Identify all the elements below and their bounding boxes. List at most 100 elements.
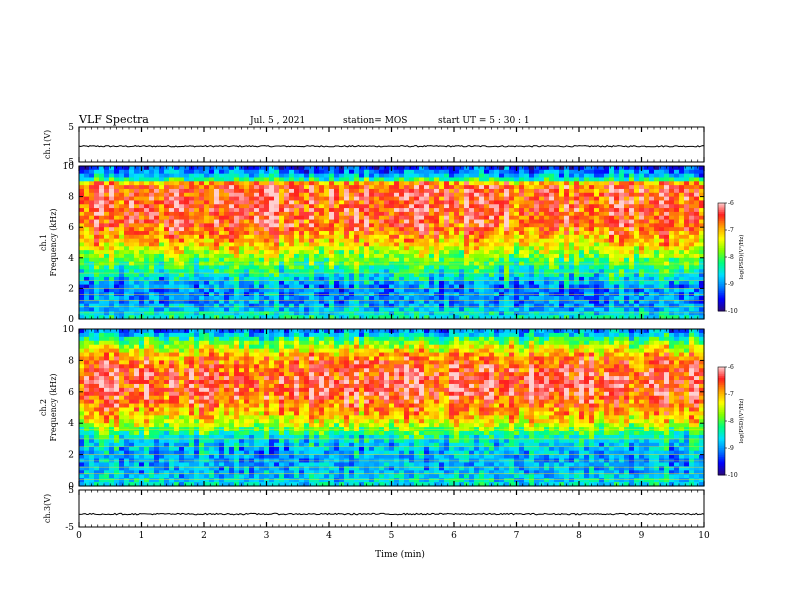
heatmap-cell — [169, 196, 175, 202]
heatmap-cell — [129, 223, 135, 228]
heatmap-cell — [304, 196, 310, 202]
heatmap-cell — [184, 296, 190, 301]
heatmap-cell — [304, 250, 310, 255]
heatmap-cell — [129, 288, 135, 293]
heatmap-cell — [174, 169, 180, 175]
heatmap-cell — [499, 185, 505, 190]
heatmap-cell — [399, 211, 405, 217]
heatmap-cell — [659, 311, 665, 316]
heatmap-cell — [134, 276, 140, 282]
heatmap-cell — [389, 273, 395, 278]
heatmap-cell — [419, 200, 425, 205]
heatmap-cell — [444, 200, 450, 205]
heatmap-cell — [394, 296, 400, 301]
heatmap-cell — [244, 192, 250, 198]
heatmap-cell — [84, 200, 90, 205]
heatmap-cell — [134, 269, 140, 274]
heatmap-cell — [354, 169, 360, 175]
heatmap-cell — [119, 200, 125, 205]
heatmap-cell — [589, 307, 595, 312]
heatmap-cell — [254, 234, 260, 240]
heatmap-cell — [599, 219, 605, 224]
heatmap-cell — [134, 173, 140, 179]
heatmap-cell — [169, 246, 175, 251]
heatmap-cell — [544, 200, 550, 205]
heatmap-cell — [534, 296, 540, 301]
heatmap-cell — [159, 227, 165, 232]
heatmap-cell — [514, 246, 520, 251]
heatmap-cell — [174, 284, 180, 289]
heatmap-cell — [124, 253, 130, 259]
heatmap-cell — [339, 227, 345, 232]
heatmap-cell — [614, 273, 620, 278]
heatmap-cell — [329, 192, 335, 198]
heatmap-cell — [649, 215, 655, 221]
heatmap-cell — [624, 227, 630, 232]
heatmap-cell — [219, 246, 225, 251]
heatmap-cell — [614, 185, 620, 190]
heatmap-cell — [119, 204, 125, 209]
heatmap-cell — [189, 257, 195, 263]
heatmap-cell — [204, 196, 210, 202]
heatmap-cell — [229, 276, 235, 282]
heatmap-cell — [134, 265, 140, 270]
heatmap-cell — [264, 208, 270, 213]
heatmap-cell — [374, 185, 380, 190]
heatmap-cell — [84, 257, 90, 263]
heatmap-cell — [229, 200, 235, 205]
heatmap-cell — [229, 253, 235, 259]
heatmap-cell — [544, 196, 550, 202]
heatmap-cell — [414, 177, 420, 182]
heatmap-cell — [499, 273, 505, 278]
heatmap-cell — [304, 311, 310, 316]
heatmap-cell — [349, 200, 355, 205]
heatmap-cell — [664, 181, 670, 186]
heatmap-cell — [369, 269, 375, 274]
heatmap-cell — [214, 269, 220, 274]
heatmap-cell — [534, 219, 540, 224]
heatmap-cell — [259, 208, 265, 213]
heatmap-cell — [579, 276, 585, 282]
heatmap-cell — [309, 223, 315, 228]
heatmap-cell — [569, 196, 575, 202]
heatmap-cell — [94, 177, 100, 182]
heatmap-cell — [564, 242, 570, 247]
heatmap-cell — [174, 185, 180, 190]
heatmap-cell — [384, 223, 390, 228]
heatmap-cell — [464, 215, 470, 221]
heatmap-cell — [609, 192, 615, 198]
heatmap-cell — [394, 181, 400, 186]
heatmap-cell — [444, 173, 450, 179]
heatmap-cell — [294, 315, 300, 320]
heatmap-cell — [644, 280, 650, 286]
heatmap-cell — [119, 253, 125, 259]
heatmap-cell — [469, 246, 475, 251]
heatmap-cell — [509, 269, 515, 274]
heatmap-cell — [429, 192, 435, 198]
heatmap-cell — [474, 181, 480, 186]
heatmap-cell — [534, 299, 540, 305]
heatmap-cell — [509, 192, 515, 198]
heatmap-cell — [469, 315, 475, 320]
heatmap-cell — [344, 296, 350, 301]
heatmap-cell — [549, 246, 555, 251]
heatmap-cell — [309, 253, 315, 259]
heatmap-cell — [519, 311, 525, 316]
heatmap-cell — [199, 181, 205, 186]
heatmap-cell — [424, 181, 430, 186]
heatmap-cell — [469, 196, 475, 202]
heatmap-cell — [474, 276, 480, 282]
heatmap-cell — [409, 257, 415, 263]
heatmap-cell — [554, 315, 560, 320]
heatmap-cell — [244, 238, 250, 244]
heatmap-cell — [474, 215, 480, 221]
heatmap-cell — [554, 219, 560, 224]
heatmap-cell — [549, 200, 555, 205]
heatmap-cell — [404, 234, 410, 240]
heatmap-cell — [249, 273, 255, 278]
heatmap-cell — [589, 208, 595, 213]
heatmap-cell — [589, 181, 595, 186]
heatmap-cell — [579, 192, 585, 198]
heatmap-cell — [239, 185, 245, 190]
heatmap-cell — [284, 238, 290, 244]
